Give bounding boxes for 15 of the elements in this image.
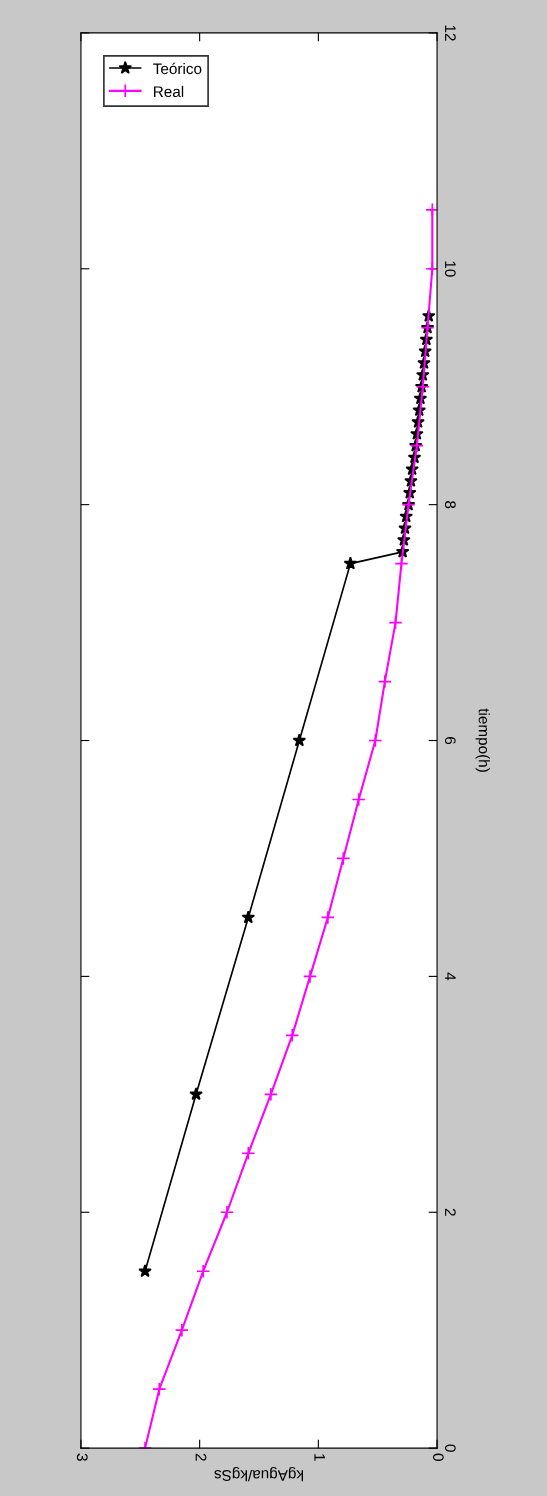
y-tick-label: 12 <box>445 25 456 41</box>
x-tick-label: 2 <box>195 1453 207 1461</box>
x-tick-label: 0 <box>432 1453 444 1461</box>
y-tick-label: 10 <box>444 261 456 277</box>
legend-label: Teórico <box>153 62 202 75</box>
x-axis-title: kgAgua/kgSs <box>214 1467 303 1482</box>
y-tick-label: 6 <box>444 737 456 745</box>
y-tick-label: 2 <box>445 1208 456 1216</box>
y-tick-label: 0 <box>444 1444 456 1452</box>
y-axis-title: tiempo(h) <box>475 708 490 772</box>
y-tick-label: 8 <box>444 501 456 509</box>
x-tick-label: 1 <box>314 1454 325 1461</box>
x-tick-label: 3 <box>76 1453 88 1461</box>
legend-label: Real <box>154 85 184 98</box>
y-tick-label: 4 <box>445 972 456 981</box>
